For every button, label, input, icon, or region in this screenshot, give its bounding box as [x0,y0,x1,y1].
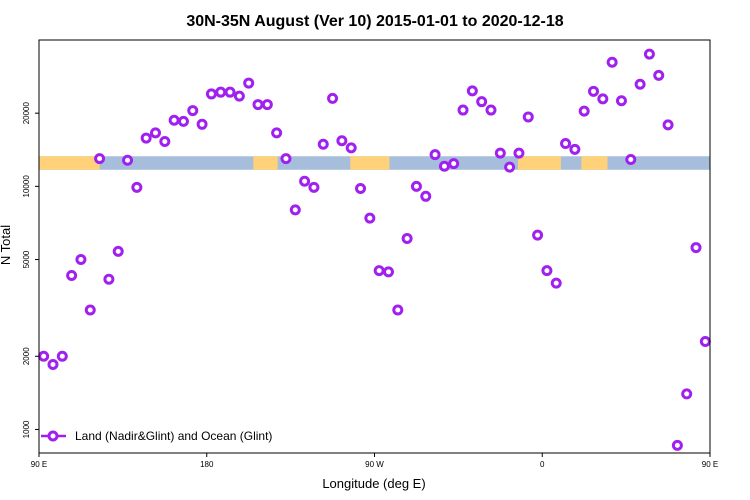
data-point [317,138,329,150]
data-point [289,204,301,216]
data-point [103,273,115,285]
data-point [429,149,441,161]
data-point [261,99,273,111]
x-tick-label: 90 W [365,460,384,469]
data-point [112,245,124,257]
data-point [84,304,96,316]
data-point [550,277,562,289]
data-point [149,127,161,139]
data-point [336,135,348,147]
data-point [634,78,646,90]
data-point [625,153,637,165]
data-point [448,158,460,170]
data-point [588,85,600,97]
data-point [168,114,180,126]
data-point [75,254,87,266]
data-point [345,142,357,154]
land-segment [581,156,608,170]
data-point [494,147,506,159]
data-point [159,135,171,147]
plot-frame [38,39,711,454]
data-point [327,92,339,104]
data-point [578,105,590,117]
y-tick-label: 5000 [22,250,31,268]
data-point [299,175,311,187]
data-point [401,233,413,245]
data-point [420,190,432,202]
data-point [569,143,581,155]
data-point [56,350,68,362]
data-point [205,88,217,100]
data-point [224,86,236,98]
y-tick-label: 1000 [22,420,31,438]
data-point [438,160,450,172]
data-point [308,181,320,193]
data-point [597,93,609,105]
data-point [196,118,208,130]
x-tick-label: 180 [200,460,214,469]
data-point [466,85,478,97]
land-segment [350,156,390,170]
y-tick-label: 2000 [22,347,31,365]
x-tick-label: 90 E [31,460,47,469]
land-segment [518,156,561,170]
data-point [140,132,152,144]
data-points [38,48,711,451]
data-point [271,127,283,139]
data-point [532,229,544,241]
data-point [215,86,227,98]
data-point [457,104,469,116]
data-point [504,161,516,173]
data-point [643,48,655,60]
data-point [392,304,404,316]
chart-title: 30N-35N August (Ver 10) 2015-01-01 to 20… [186,13,563,30]
data-point [177,115,189,127]
data-point [187,105,199,117]
data-point [476,96,488,108]
land-segment [39,156,100,170]
data-point [541,265,553,277]
land-segment [253,156,278,170]
data-point [364,212,376,224]
legend-marker [47,430,59,442]
data-point [131,181,143,193]
data-point [485,104,497,116]
data-point [681,388,693,400]
data-point [66,269,78,281]
data-point [615,95,627,107]
data-point [47,358,59,370]
data-point [122,154,134,166]
x-axis-label: Longitude (deg E) [322,476,425,491]
x-tick-label: 90 E [702,460,718,469]
data-point [355,182,367,194]
data-point [382,266,394,278]
data-point [410,180,422,192]
data-point [233,90,245,102]
surface-band [39,156,710,170]
data-point [243,77,255,89]
data-point [513,147,525,159]
data-point [280,153,292,165]
data-point [653,69,665,81]
data-point [606,56,618,68]
axis-ticks: 90 E 180 90 W 0 90 E 1000 2000 5000 10000 20000 [22,102,718,469]
data-point [373,265,385,277]
y-axis-label: N Total [0,225,13,265]
legend-label: Land (Nadir&Glint) and Ocean (Glint) [75,429,272,443]
data-point [699,336,711,348]
y-tick-label: 10000 [22,175,31,198]
y-tick-label: 20000 [22,102,31,125]
data-point [560,138,572,150]
data-point [94,153,106,165]
data-point [671,439,683,451]
data-point [38,350,50,362]
x-tick-label: 0 [540,460,545,469]
data-point [252,99,264,111]
data-point [522,111,534,123]
legend: Land (Nadir&Glint) and Ocean (Glint) [41,429,272,443]
data-point [662,119,674,131]
data-point [690,242,702,254]
